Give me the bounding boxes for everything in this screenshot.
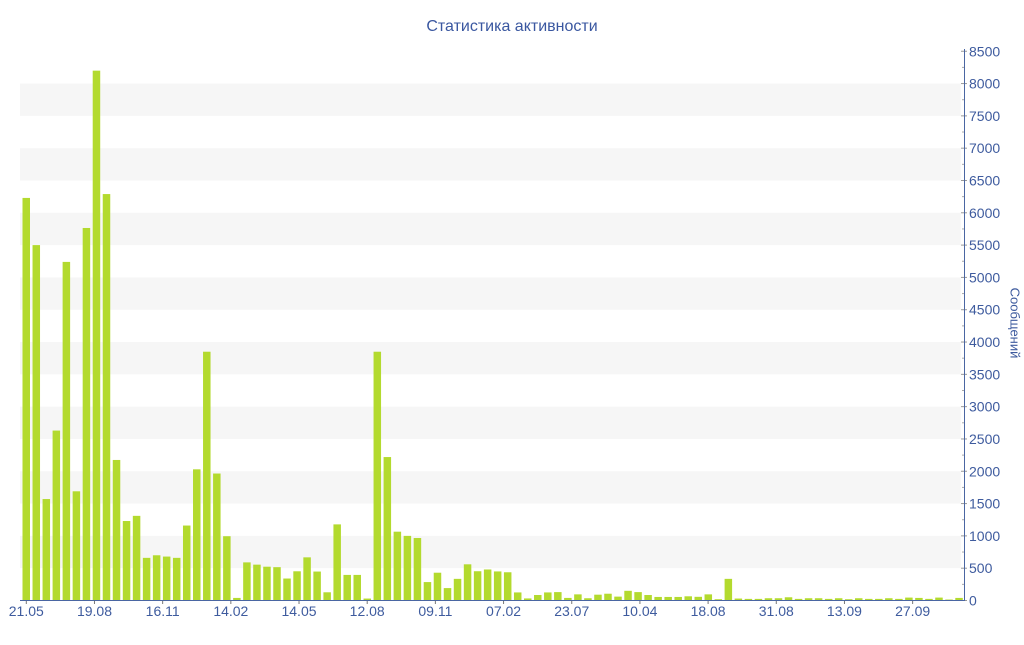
svg-text:4000: 4000 [969,334,1000,350]
svg-text:31.08: 31.08 [759,603,794,619]
svg-text:13.09: 13.09 [827,603,862,619]
svg-text:2500: 2500 [969,431,1000,447]
svg-text:18.08: 18.08 [691,603,726,619]
svg-text:8500: 8500 [969,43,1000,59]
svg-text:14.02: 14.02 [213,603,248,619]
svg-text:Сообщений: Сообщений [1008,288,1023,359]
svg-text:27.09: 27.09 [895,603,930,619]
svg-text:7500: 7500 [969,108,1000,124]
svg-text:3500: 3500 [969,366,1000,382]
svg-text:16.11: 16.11 [146,603,180,619]
svg-text:5500: 5500 [969,237,1000,253]
svg-text:07.02: 07.02 [486,603,521,619]
svg-text:Статистика активности: Статистика активности [426,18,597,35]
svg-text:6000: 6000 [969,205,1000,221]
svg-text:23.07: 23.07 [554,603,589,619]
svg-text:8000: 8000 [969,76,1000,92]
svg-text:21.05: 21.05 [9,603,44,619]
svg-text:1000: 1000 [969,528,1000,544]
svg-text:19.08: 19.08 [77,603,112,619]
svg-text:0: 0 [969,593,977,609]
svg-text:5000: 5000 [969,269,1000,285]
svg-text:3000: 3000 [969,399,1000,415]
svg-text:09.11: 09.11 [418,603,452,619]
svg-text:12.08: 12.08 [350,603,385,619]
svg-text:1500: 1500 [969,496,1000,512]
svg-text:2000: 2000 [969,463,1000,479]
svg-text:6500: 6500 [969,172,1000,188]
svg-text:10.04: 10.04 [622,603,657,619]
svg-text:4500: 4500 [969,302,1000,318]
svg-text:14.05: 14.05 [281,603,316,619]
svg-text:7000: 7000 [969,140,1000,156]
svg-text:500: 500 [969,560,993,576]
